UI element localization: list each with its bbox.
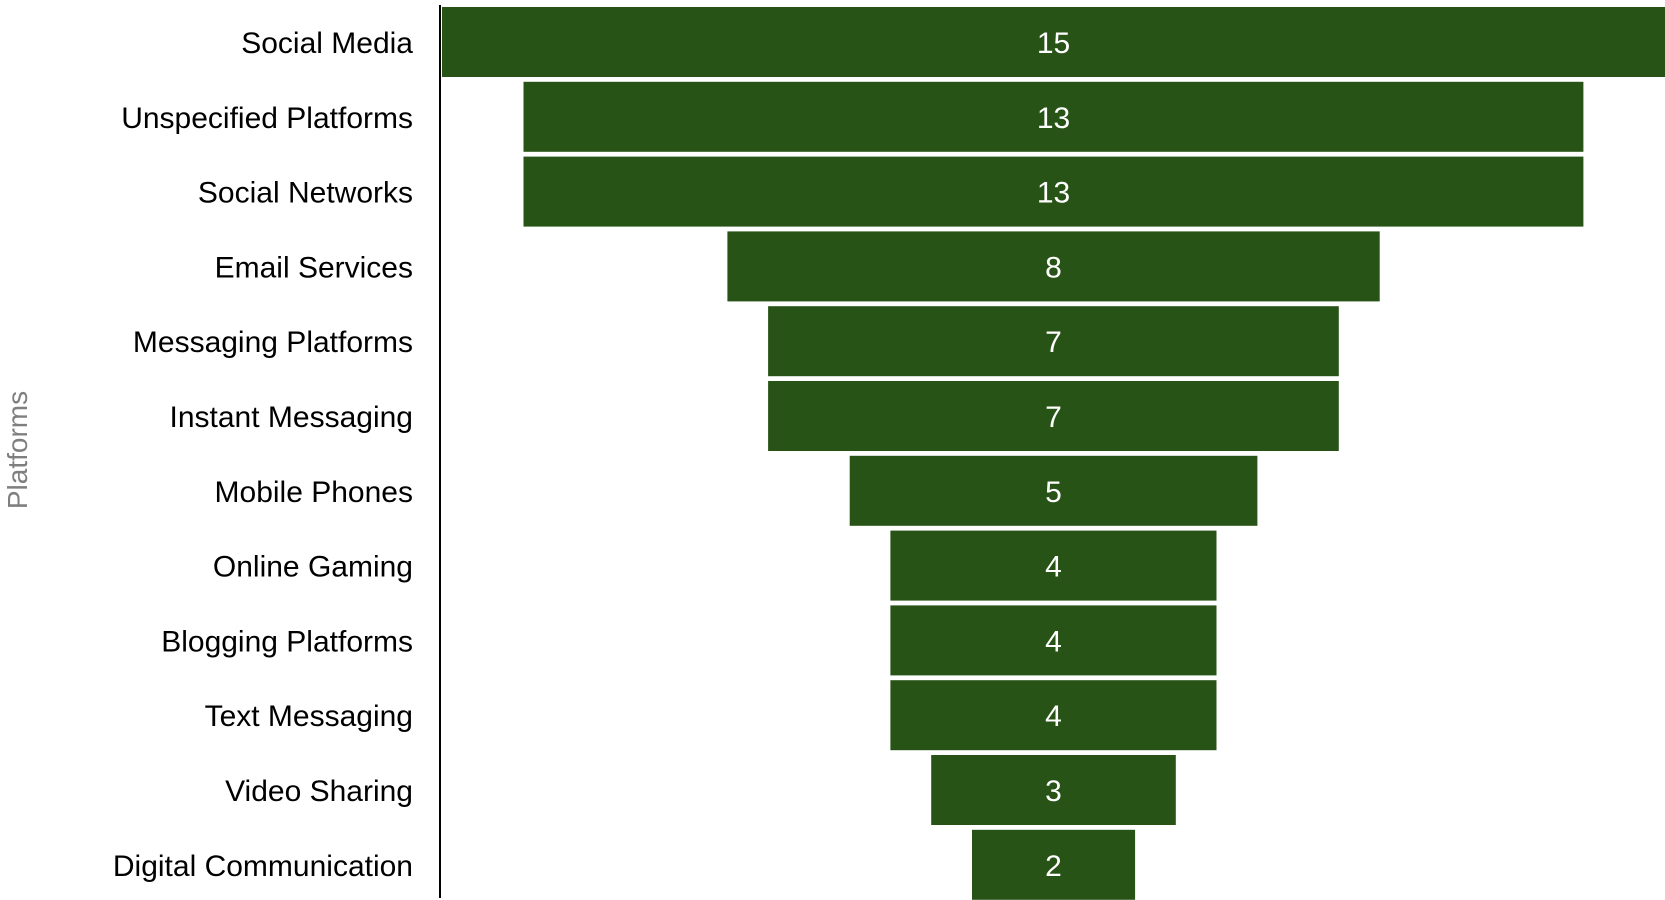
value-label-digital-communication: 2 — [1045, 850, 1062, 883]
value-label-social-media: 15 — [1037, 27, 1070, 60]
category-label-online-gaming: Online Gaming — [213, 551, 413, 584]
value-label-mobile-phones: 5 — [1045, 476, 1062, 509]
category-label-digital-communication: Digital Communication — [113, 850, 413, 883]
category-label-instant-messaging: Instant Messaging — [170, 401, 413, 434]
category-label-blogging-platforms: Blogging Platforms — [161, 625, 413, 658]
value-label-text-messaging: 4 — [1045, 700, 1062, 733]
category-label-video-sharing: Video Sharing — [225, 775, 413, 808]
y-axis-title: Platforms — [2, 391, 33, 509]
value-label-unspecified-platforms: 13 — [1037, 102, 1070, 135]
category-labels-layer: Social Media Unspecified Platforms Social … — [113, 27, 413, 883]
value-label-blogging-platforms: 4 — [1045, 625, 1062, 658]
value-label-video-sharing: 3 — [1045, 775, 1062, 808]
value-label-online-gaming: 4 — [1045, 551, 1062, 584]
category-label-text-messaging: Text Messaging — [205, 700, 413, 733]
value-label-messaging-platforms: 7 — [1045, 326, 1062, 359]
bars-layer — [442, 7, 1665, 900]
value-labels-layer: 15 13 13 8 7 7 5 4 4 4 3 2 — [1037, 27, 1070, 883]
category-label-messaging-platforms: Messaging Platforms — [133, 326, 413, 359]
category-label-social-networks: Social Networks — [198, 177, 413, 210]
value-label-email-services: 8 — [1045, 251, 1062, 284]
category-label-social-media: Social Media — [241, 27, 413, 60]
category-label-email-services: Email Services — [215, 251, 413, 284]
category-label-unspecified-platforms: Unspecified Platforms — [121, 102, 413, 135]
value-label-instant-messaging: 7 — [1045, 401, 1062, 434]
value-label-social-networks: 13 — [1037, 177, 1070, 210]
category-label-mobile-phones: Mobile Phones — [215, 476, 413, 509]
